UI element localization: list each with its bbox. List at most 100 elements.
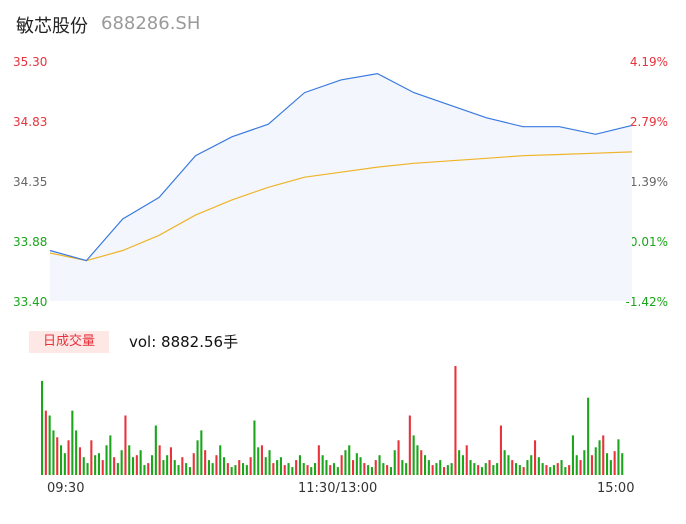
volume-bar xyxy=(132,457,135,475)
volume-tab[interactable]: 日成交量 xyxy=(29,331,109,353)
volume-bar xyxy=(219,445,222,475)
price-label-max: 35.30 xyxy=(13,55,48,69)
volume-bar xyxy=(154,425,157,475)
volume-bar xyxy=(211,463,214,475)
volume-bar xyxy=(223,457,226,475)
volume-bar xyxy=(86,463,89,475)
volume-bar xyxy=(63,453,66,475)
price-line xyxy=(49,72,633,262)
volume-bar xyxy=(545,465,548,475)
volume-bar xyxy=(446,465,449,475)
volume-bar xyxy=(249,457,252,475)
volume-bar xyxy=(515,463,518,475)
volume-bar xyxy=(101,460,104,475)
volume-bar xyxy=(363,463,366,475)
volume-bar xyxy=(367,465,370,475)
volume-bar xyxy=(386,465,389,475)
stock-name: 敏芯股份 xyxy=(16,16,88,37)
volume-bar xyxy=(359,457,362,475)
volume-bar xyxy=(207,460,210,475)
volume-bar xyxy=(477,465,480,475)
volume-bar xyxy=(522,467,525,475)
volume-bar xyxy=(113,457,116,475)
volume-bar xyxy=(575,455,578,475)
volume-bar xyxy=(526,460,529,475)
volume-bar xyxy=(405,463,408,475)
price-label-2: 34.83 xyxy=(13,115,48,129)
pct-label-mid: 1.39% xyxy=(629,175,668,189)
volume-bar xyxy=(427,460,430,475)
volume-bar xyxy=(67,440,70,475)
volume-bar xyxy=(492,465,495,475)
volume-bar xyxy=(291,467,294,475)
volume-bar xyxy=(461,455,464,475)
volume-bar xyxy=(124,415,127,475)
volume-bar xyxy=(44,410,47,475)
volume-bar xyxy=(52,430,55,475)
volume-bar xyxy=(435,463,438,475)
volume-bar xyxy=(173,460,176,475)
volume-bar xyxy=(579,460,582,475)
volume-bar xyxy=(147,463,150,475)
price-label-min: 33.40 xyxy=(13,295,48,309)
volume-bar xyxy=(151,455,154,475)
volume-bar xyxy=(60,445,63,475)
volume-bar xyxy=(541,463,544,475)
volume-bar xyxy=(169,447,172,475)
volume-bar xyxy=(473,463,476,475)
volume-bar xyxy=(587,397,590,475)
pct-label-2: 2.79% xyxy=(629,115,668,129)
volume-bar xyxy=(181,457,184,475)
volume-bar xyxy=(560,460,563,475)
volume-bar xyxy=(276,460,279,475)
volume-bar xyxy=(484,463,487,475)
volume-bar xyxy=(116,463,119,475)
volume-bar xyxy=(621,453,624,475)
volume-bar xyxy=(310,467,313,475)
volume-bar xyxy=(458,450,461,475)
volume-bar xyxy=(374,460,377,475)
volume-bar xyxy=(534,440,537,475)
volume-bar xyxy=(158,445,161,475)
volume-bar xyxy=(416,445,419,475)
volume-bar xyxy=(355,453,358,475)
volume-bar xyxy=(537,457,540,475)
volume-bar xyxy=(245,465,248,475)
time-label-close: 15:00 xyxy=(597,481,635,496)
volume-bar xyxy=(314,463,317,475)
volume-bar xyxy=(204,450,207,475)
volume-bar xyxy=(530,455,533,475)
volume-bar xyxy=(272,463,275,475)
volume-bar xyxy=(82,457,85,475)
volume-bar xyxy=(518,465,521,475)
volume-bar xyxy=(215,455,218,475)
price-label-mid: 34.35 xyxy=(13,175,48,189)
volume-bar xyxy=(188,467,191,475)
volume-readout: vol: 8882.56手 xyxy=(129,333,239,351)
volume-bar xyxy=(56,437,59,475)
volume-bar xyxy=(268,450,271,475)
price-panel xyxy=(49,72,633,301)
volume-bar xyxy=(105,445,108,475)
volume-bar xyxy=(306,465,309,475)
volume-bar xyxy=(166,455,169,475)
volume-bar xyxy=(511,460,514,475)
volume-bar xyxy=(412,435,415,475)
volume-bar xyxy=(234,465,237,475)
volume-bar xyxy=(257,447,260,475)
volume-bar xyxy=(317,445,320,475)
volume-bar xyxy=(75,430,78,475)
time-label-midday: 11:30/13:00 xyxy=(298,481,378,496)
volume-bar xyxy=(253,420,256,475)
volume-bar xyxy=(329,465,332,475)
volume-panel xyxy=(41,366,624,475)
volume-bar xyxy=(162,460,165,475)
volume-bar xyxy=(295,460,298,475)
volume-bar xyxy=(594,447,597,475)
time-label-open: 09:30 xyxy=(47,481,85,496)
volume-bar xyxy=(287,463,290,475)
volume-bar xyxy=(139,450,142,475)
volume-bar xyxy=(135,455,138,475)
volume-bar xyxy=(94,455,97,475)
volume-bar xyxy=(602,435,605,475)
